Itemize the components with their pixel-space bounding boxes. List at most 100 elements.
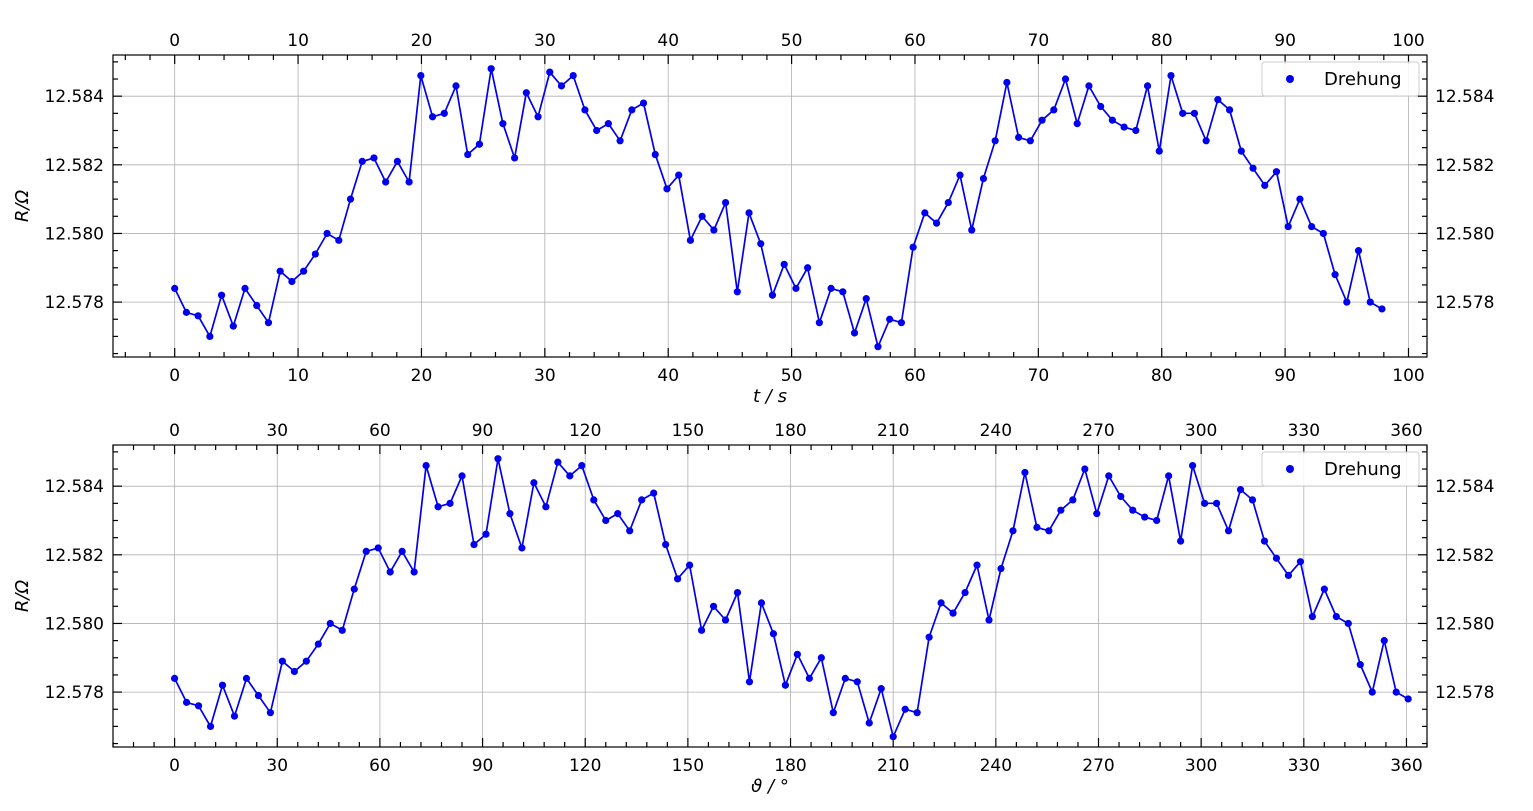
data-point (1366, 298, 1374, 306)
data-point (793, 650, 801, 658)
series-line (173, 67, 1383, 348)
data-point (1272, 168, 1281, 176)
data-point (241, 284, 249, 292)
data-point (709, 602, 718, 610)
data-point (1404, 695, 1412, 703)
data-point (254, 691, 263, 700)
data-point (602, 516, 610, 525)
data-point (170, 674, 179, 682)
data-point (1026, 137, 1034, 145)
data-point (817, 654, 825, 662)
data-point (338, 626, 346, 634)
x-top-tick-label: 70 (1028, 31, 1050, 51)
x-tick-label: 60 (369, 756, 391, 776)
y-right-tick-label: 12.582 (1435, 546, 1494, 566)
data-point (405, 178, 413, 186)
legend-label: Drehung (1324, 459, 1402, 480)
data-point (909, 243, 917, 251)
x-tick-label: 240 (980, 756, 1012, 776)
y-right-tick-label: 12.582 (1435, 156, 1494, 176)
ticks (112, 445, 1428, 747)
x-top-tick-label: 120 (569, 421, 601, 441)
x-top-tick-label: 330 (1288, 421, 1320, 441)
x-top-tick-label: 270 (1082, 421, 1114, 441)
data-point (1108, 116, 1116, 124)
x-top-tick-label: 90 (472, 421, 494, 441)
data-point (1057, 506, 1065, 514)
x-top-tick-label: 30 (534, 31, 556, 51)
data-point (370, 154, 378, 162)
x-top-tick-label: 80 (1151, 31, 1173, 51)
x-top-tick-label: 60 (369, 421, 391, 441)
data-point (1021, 468, 1029, 477)
data-point (206, 332, 214, 341)
data-point (1331, 271, 1339, 279)
data-point (1296, 558, 1304, 566)
data-point (949, 609, 957, 617)
x-top-tick-label: 20 (411, 31, 433, 51)
x-tick-label: 50 (781, 366, 803, 386)
x-top-tick-label: 0 (169, 421, 180, 441)
x-top-tick-label: 240 (980, 421, 1012, 441)
data-point (901, 705, 909, 713)
data-point (897, 319, 906, 327)
data-point (1190, 109, 1199, 117)
grid (113, 445, 1427, 747)
data-point (769, 630, 778, 638)
data-point (1069, 496, 1077, 504)
data-point (1189, 461, 1197, 470)
data-point (721, 198, 730, 207)
x-top-tick-label: 300 (1185, 421, 1217, 441)
data-point (956, 171, 964, 179)
data-point (470, 540, 478, 549)
legend: Drehung (1261, 61, 1420, 97)
x-tick-label: 330 (1288, 756, 1320, 776)
data-point (829, 709, 837, 717)
data-point (171, 284, 179, 292)
data-point (1165, 472, 1173, 480)
data-point (663, 185, 671, 193)
x-top-tick-label: 150 (672, 421, 704, 441)
data-point (937, 599, 945, 607)
data-point (1081, 465, 1089, 473)
data-point (422, 461, 430, 470)
data-point (464, 150, 472, 159)
x-tick-label: 270 (1082, 756, 1114, 776)
series-line (173, 457, 1409, 738)
data-point (458, 472, 466, 480)
data-point (218, 681, 227, 689)
data-point (518, 544, 526, 552)
plot-frame (112, 54, 1428, 358)
data-point (542, 503, 550, 511)
data-point (745, 209, 753, 217)
data-point (1050, 106, 1058, 114)
x-tick-label: 0 (169, 756, 180, 776)
x-top-tick-label: 100 (1392, 31, 1424, 51)
y-right-tick-label: 12.584 (1435, 87, 1494, 107)
data-point (614, 510, 622, 518)
legend: Drehung (1261, 451, 1420, 487)
data-point (1073, 120, 1081, 128)
grid (113, 55, 1427, 357)
data-point (217, 291, 226, 299)
data-point (768, 291, 777, 299)
data-point (710, 226, 718, 234)
y-tick-label: 12.582 (45, 546, 104, 566)
data-point (410, 568, 418, 576)
x-tick-label: 70 (1028, 366, 1050, 386)
data-point (417, 71, 425, 80)
series-1 (171, 65, 1386, 351)
data-point (530, 479, 538, 487)
data-point (206, 722, 215, 731)
data-point (440, 109, 448, 117)
x-top-tick-label: 180 (774, 421, 806, 441)
data-point (1003, 78, 1011, 87)
y-right-tick-label: 12.584 (1435, 477, 1494, 497)
data-point (300, 267, 308, 275)
y-right-tick-label: 12.578 (1435, 293, 1494, 313)
data-point (350, 585, 358, 593)
x-tick-label: 40 (657, 366, 679, 386)
data-point (1248, 496, 1257, 504)
x-tick-label: 0 (169, 366, 180, 386)
